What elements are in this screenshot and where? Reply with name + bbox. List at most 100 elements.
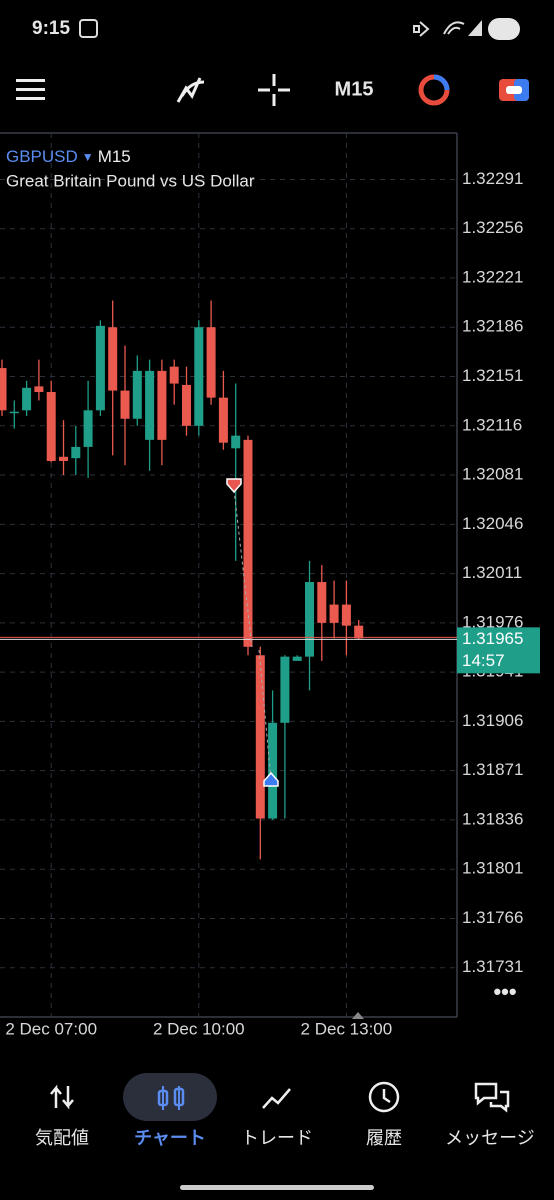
candle-body (317, 582, 327, 623)
menu-button[interactable] (16, 79, 45, 100)
nav-icon-trade (262, 1088, 291, 1109)
nav-icon-chart (157, 1089, 169, 1107)
candle-body (341, 604, 351, 626)
nav-label[interactable]: メッセージ (445, 1128, 535, 1148)
y-tick-label: 1.32221 (462, 267, 523, 286)
oneclick-center (506, 86, 522, 94)
candle-body (329, 604, 339, 623)
candle-body (243, 439, 253, 647)
candle-body (268, 722, 278, 819)
candle-body (132, 370, 142, 419)
chart-subtitle: Great Britain Pound vs US Dollar (6, 171, 255, 190)
x-tick-label: 2 Dec 07:00 (5, 1019, 97, 1038)
candle-body (22, 387, 32, 411)
signal-icon (468, 20, 482, 36)
chart-symbol: GBPUSD ▼ M15 (6, 147, 131, 166)
candle-body (59, 456, 68, 461)
symbol-name: GBPUSD (6, 147, 78, 166)
y-tick-label: 1.32116 (462, 415, 522, 434)
y-tick-label: 1.31731 (462, 957, 523, 976)
buy-arrow (263, 771, 279, 787)
candle-body (182, 384, 191, 426)
candle-body (9, 411, 19, 414)
nav-label[interactable]: 履歴 (366, 1128, 402, 1148)
menu-line (16, 97, 45, 100)
candle-body (145, 370, 155, 440)
battery-badge (488, 18, 520, 40)
candle-body (157, 370, 167, 440)
grid (0, 133, 457, 1017)
candle-body (71, 446, 81, 459)
y-tick-label: 1.32291 (462, 169, 523, 188)
nav-icon-history (382, 1089, 391, 1104)
symbol-dropdown[interactable]: ▼ (82, 150, 94, 164)
bottom-nav: 気配値 チャート トレード 履歴 メッセージ (35, 1128, 535, 1148)
y-tick-label: 1.32256 (462, 218, 523, 237)
indicator-button[interactable] (176, 77, 205, 103)
nav-icon-chart (173, 1087, 185, 1107)
candle-body (95, 325, 105, 411)
candle-body (120, 390, 130, 419)
y-tick-label: 1.32186 (462, 317, 523, 336)
countdown-label: 14:57 (462, 651, 505, 670)
y-tick-label: 1.32081 (462, 465, 523, 484)
y-tick-label: 1.31766 (462, 908, 523, 927)
sell-arrow (226, 478, 242, 494)
candle-body (206, 327, 216, 398)
y-tick-label: 1.32011 (462, 563, 522, 582)
mute-icon (413, 21, 430, 37)
nav-icon-messages (474, 1082, 510, 1113)
y-tick-label: 1.31976 (462, 612, 523, 631)
home-indicator (180, 1185, 374, 1190)
nav-icon-history (368, 1081, 400, 1113)
candle-body (34, 386, 44, 393)
y-tick-label: 1.32046 (462, 514, 523, 533)
scroll-marker (352, 1012, 364, 1019)
candle-body (108, 327, 118, 391)
candle-body (169, 366, 179, 384)
nav-label[interactable]: チャート (134, 1128, 206, 1148)
candle-body (231, 435, 241, 449)
candle-body (255, 655, 265, 819)
nav-label[interactable]: トレード (241, 1128, 313, 1148)
x-tick-label: 2 Dec 10:00 (153, 1019, 245, 1038)
candle-body (83, 410, 93, 447)
last-price-label: 1.31965 (462, 629, 523, 648)
nav-label[interactable]: 気配値 (35, 1128, 89, 1148)
candle-body (292, 656, 302, 661)
menu-line (16, 88, 45, 91)
nav-icon-quotes (50, 1084, 74, 1110)
last-price-box (457, 627, 540, 674)
trade-link (258, 649, 272, 781)
y-tick-label: 1.31836 (462, 809, 523, 828)
wifi-icon (443, 21, 465, 35)
candle-body (280, 656, 290, 723)
symbol-timeframe: M15 (98, 147, 131, 166)
one-click-button[interactable] (499, 79, 529, 101)
candle-body (305, 582, 314, 657)
crosshair-button[interactable] (258, 74, 290, 106)
candle-body (218, 397, 228, 443)
candle-body (0, 368, 7, 411)
status-time: 9:15 (32, 18, 70, 39)
nav-active-pill (123, 1073, 217, 1121)
menu-line (16, 79, 45, 82)
plot: 1.31731 1.31766 1.31801 1.31836 1.31871 1.319… (0, 169, 540, 1038)
trade-link (233, 489, 253, 648)
y-tick-label: 1.31906 (462, 711, 523, 730)
more-button[interactable]: ••• (493, 979, 516, 1004)
trade-icon-arc (433, 74, 450, 91)
candle-body (354, 625, 364, 639)
y-tick-label: 1.31801 (462, 859, 523, 878)
trade-button[interactable] (418, 74, 450, 106)
y-tick-label: 1.32151 (462, 366, 523, 385)
candle-body (194, 327, 204, 426)
timeframe-button[interactable]: M15 (335, 78, 374, 100)
x-tick-label: 2 Dec 13:00 (301, 1019, 393, 1038)
candle-body (46, 392, 56, 461)
battery-level: 50 (496, 21, 513, 38)
y-tick-label: 1.31871 (462, 760, 523, 779)
status-icon (79, 19, 98, 38)
